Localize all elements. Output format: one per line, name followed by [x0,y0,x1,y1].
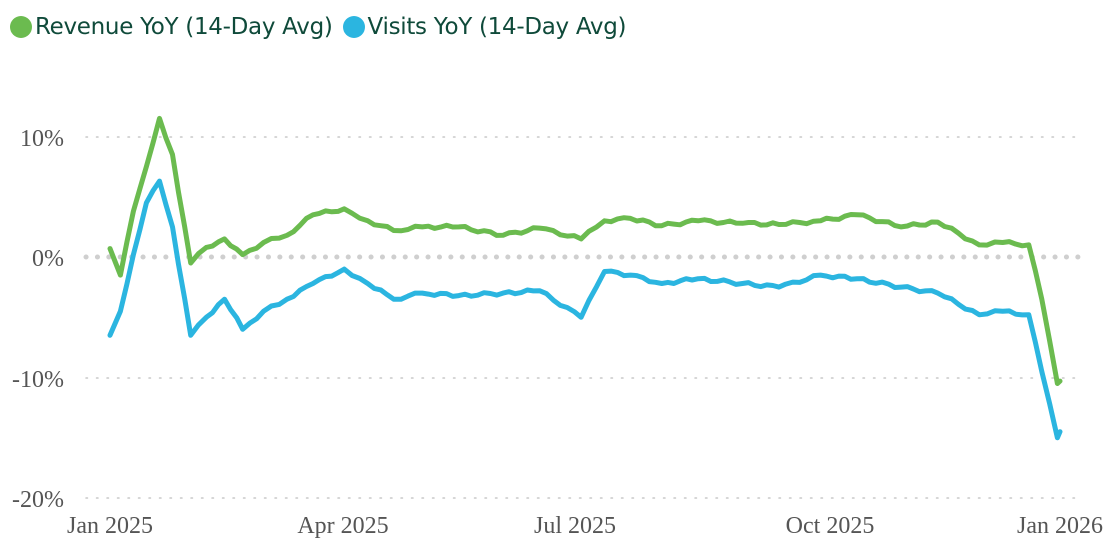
x-tick-label: Jul 2025 [534,513,616,539]
series-layer [107,115,1063,441]
chart-legend: Revenue YoY (14-Day Avg) Visits YoY (14-… [10,10,627,44]
y-tick-label: 0% [32,246,64,272]
x-tick-label: Jan 2026 [1017,513,1103,539]
y-tick-label: -20% [12,487,64,513]
x-tick-label: Apr 2025 [297,513,388,539]
legend-item-revenue[interactable]: Revenue YoY (14-Day Avg) [10,14,333,40]
y-axis: 10% 0% -10% -20% [12,126,64,513]
revenue-line[interactable] [107,115,1063,386]
visits-line[interactable] [107,178,1063,441]
legend-item-visits[interactable]: Visits YoY (14-Day Avg) [342,14,627,40]
x-tick-label: Oct 2025 [786,513,875,539]
legend-label-revenue: Revenue YoY (14-Day Avg) [35,14,333,40]
y-tick-label: -10% [12,367,64,393]
gridlines [83,136,1085,499]
y-tick-label: 10% [20,126,64,152]
visits-series-dot-icon [342,16,365,38]
legend-label-visits: Visits YoY (14-Day Avg) [367,14,627,40]
revenue-series-dot-icon [10,16,32,38]
x-tick-label: Jan 2025 [67,513,153,539]
x-axis: Jan 2025 Apr 2025 Jul 2025 Oct 2025 Jan … [67,513,1103,539]
